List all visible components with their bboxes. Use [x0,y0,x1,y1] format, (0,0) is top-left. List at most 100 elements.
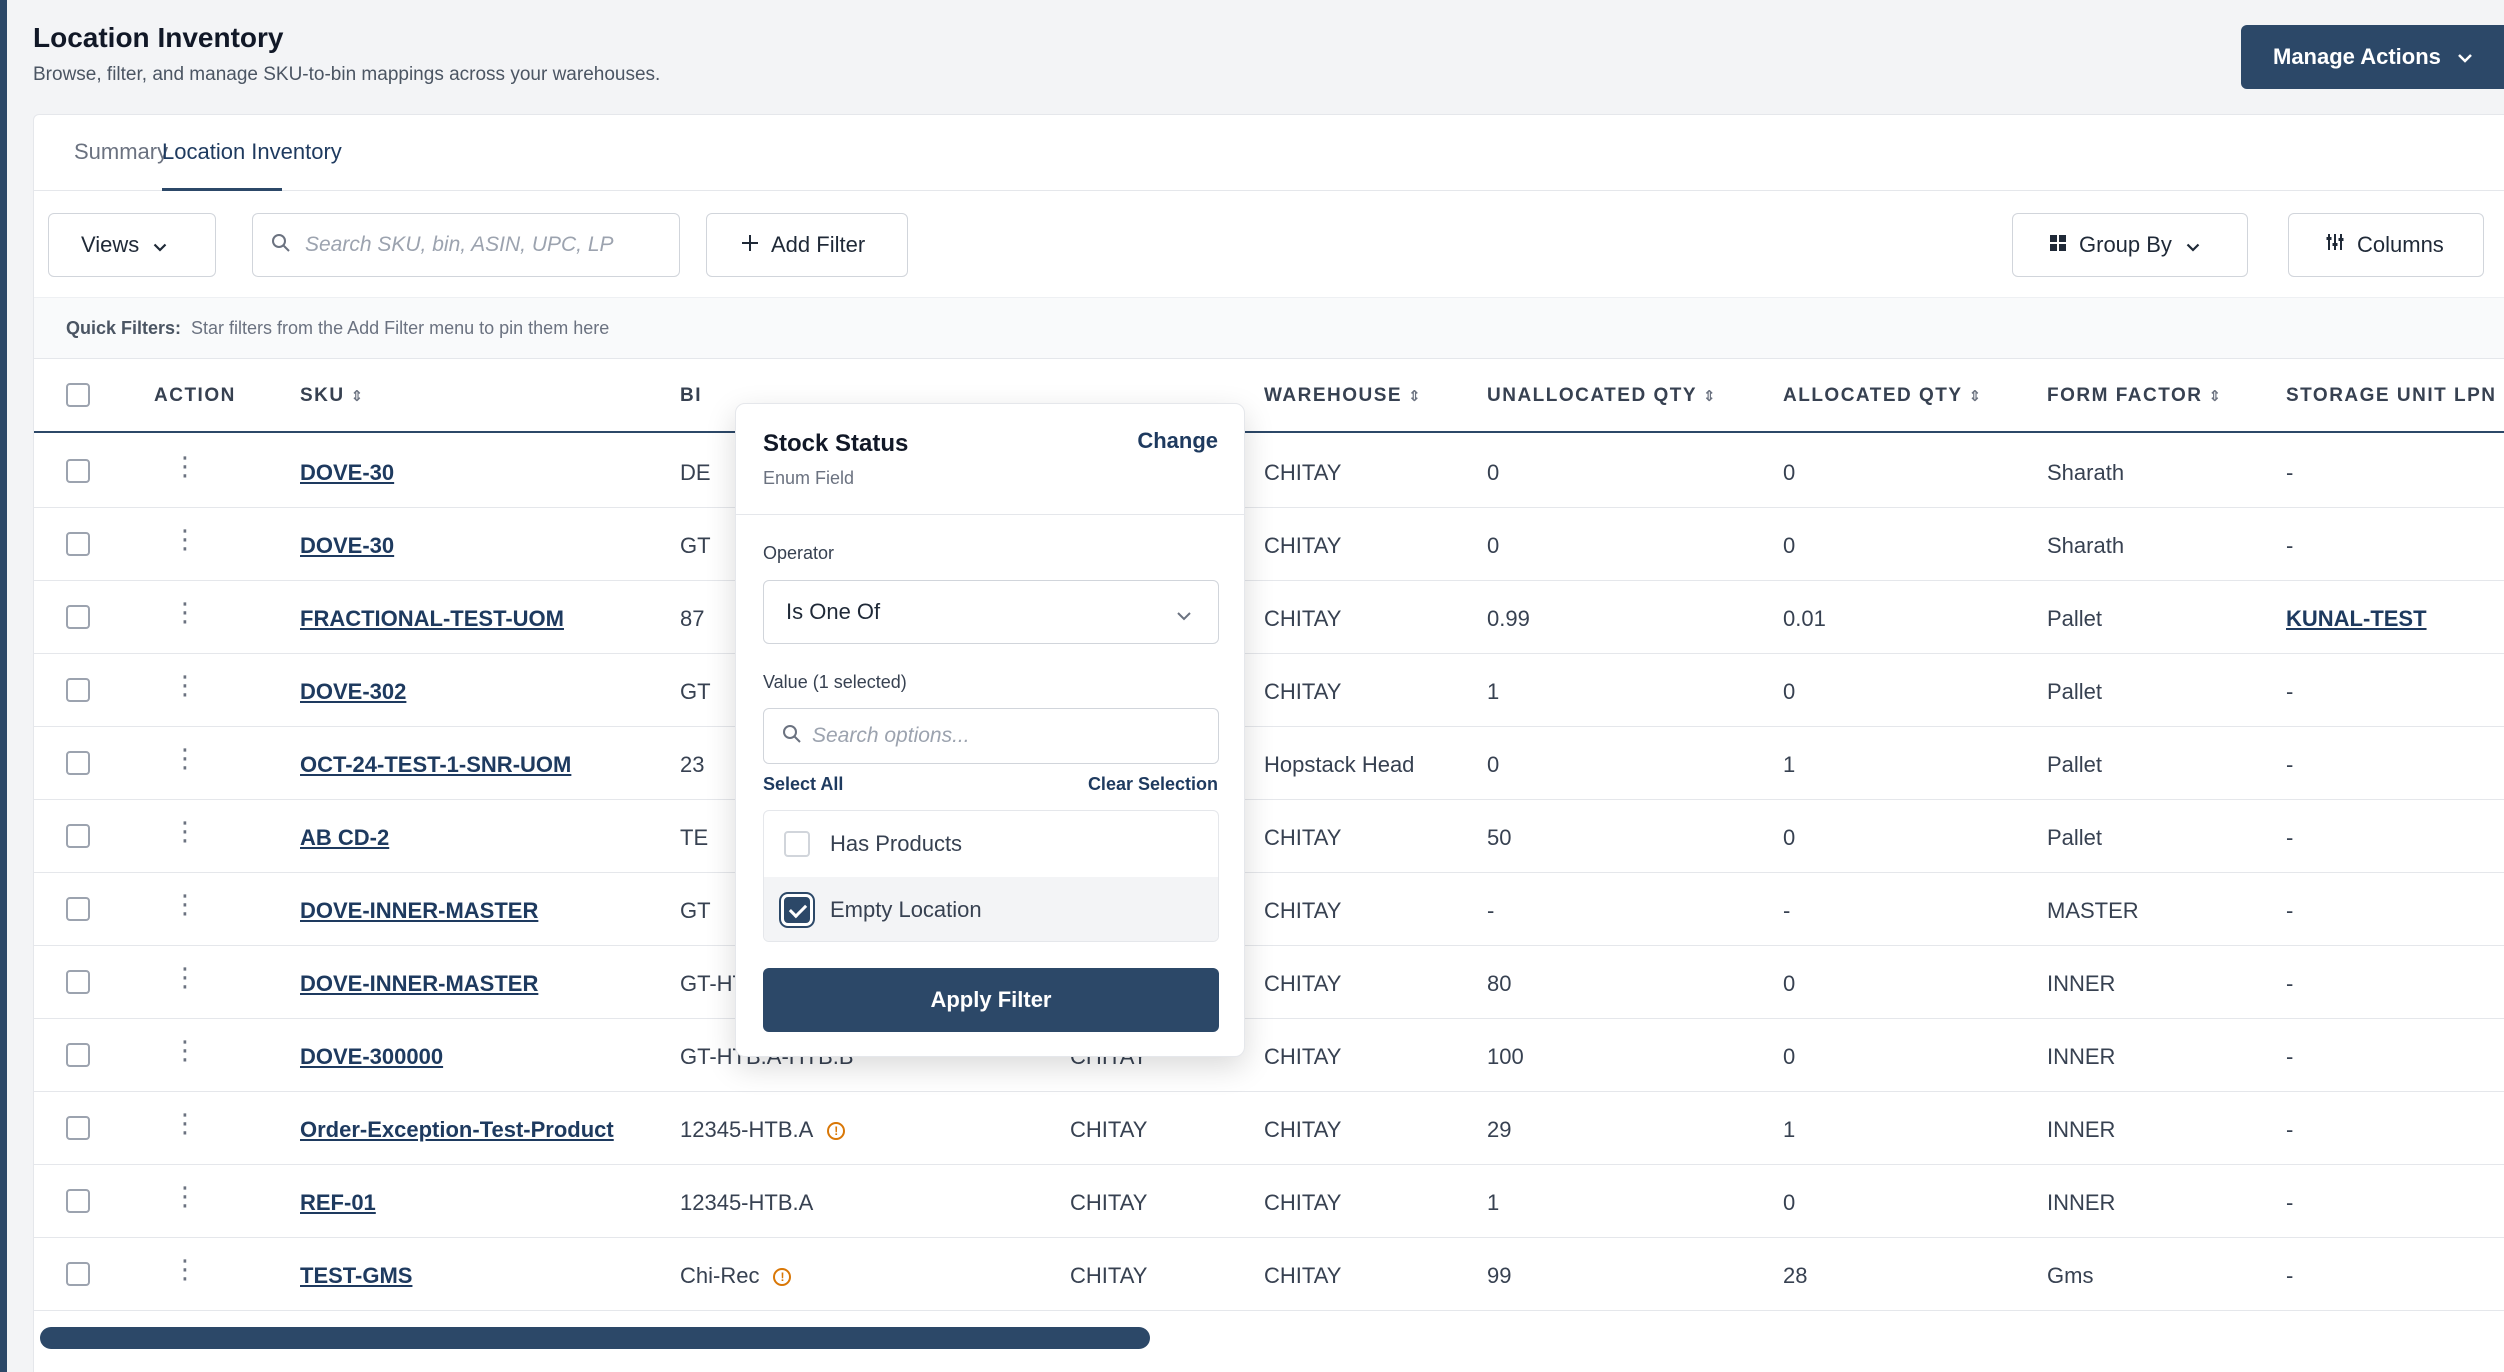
table-row[interactable]: ⋮ TEST-GMS Chi-Rec! CHITAY CHITAY 99 28 Gms - [34,1238,2504,1311]
table-row[interactable]: ⋮ FRACTIONAL-TEST-UOM 87 CHITAY 0.99 0.01 Pall… [34,581,2504,654]
sku-link[interactable]: TEST-GMS [300,1263,413,1288]
sku-link[interactable]: Order-Exception-Test-Product [300,1117,614,1142]
row-checkbox[interactable] [66,605,90,629]
sku-link[interactable]: DOVE-30 [300,533,395,558]
sku-link[interactable]: AB CD-2 [300,825,390,850]
row-actions-menu-icon[interactable]: ⋮ [172,1181,198,1211]
option-checkbox-checked[interactable] [784,896,810,923]
row-checkbox[interactable] [66,1116,90,1140]
unallocated-qty-cell: 80 [1487,971,1512,996]
bin-cell: 12345-HTB.A [680,1190,813,1216]
clear-selection-link[interactable]: Clear Selection [1087,774,1218,794]
select-all-link[interactable]: Select All [763,774,844,794]
allocated-qty-cell: 0 [1783,825,1796,850]
sku-link[interactable]: OCT-24-TEST-1-SNR-UOM [300,752,572,777]
row-checkbox[interactable] [66,1043,90,1067]
table-row[interactable]: ⋮ OCT-24-TEST-1-SNR-UOM 23 Hopstack Head 0 1 P… [34,727,2504,800]
sku-link[interactable]: DOVE-30 [300,460,395,485]
option-empty-location[interactable]: Empty Location [764,877,1218,941]
row-actions-menu-icon[interactable]: ⋮ [172,1108,198,1138]
warehouse-cell: CHITAY [1264,460,1342,485]
lpn-link[interactable]: KUNAL-TEST [2286,606,2427,631]
sku-link[interactable]: DOVE-INNER-MASTER [300,898,539,923]
row-actions-menu-icon[interactable]: ⋮ [172,962,198,992]
operator-select[interactable]: Is One Of [763,580,1219,644]
row-actions-menu-icon[interactable]: ⋮ [172,743,198,773]
tab-location-inventory[interactable]: Location Inventory [162,139,342,164]
unallocated-qty-cell: 50 [1487,825,1512,850]
table-row[interactable]: ⋮ DOVE-30 DE CHITAY 0 0 Sharath - [34,435,2504,508]
row-checkbox[interactable] [66,532,90,556]
warning-icon[interactable]: ! [827,1122,846,1141]
warehouse-cell: Hopstack Head [1264,752,1415,777]
group-by-button[interactable]: Group By [2012,213,2248,277]
row-actions-menu-icon[interactable]: ⋮ [172,1035,198,1065]
apply-filter-button[interactable]: Apply Filter [763,968,1219,1032]
warehouse-cell: CHITAY [1264,606,1342,631]
lpn-cell: - [2286,1117,2294,1142]
option-has-products[interactable]: Has Products [764,811,1218,876]
options-search-input[interactable] [812,724,1192,748]
bin-cell: GT [680,533,711,559]
sku-link[interactable]: DOVE-INNER-MASTER [300,971,539,996]
table-row[interactable]: ⋮DOVE-300000GT-HTB.A-HTB.BCHITAYCHITAY10… [34,1019,2504,1092]
table-row[interactable]: ⋮ REF-01 12345-HTB.A CHITAY CHITAY 1 0 INNER - [34,1165,2504,1238]
header-warehouse[interactable]: WAREHOUSE ⇕ [1264,385,1421,407]
views-button[interactable]: Views [48,213,216,277]
row-actions-menu-icon[interactable]: ⋮ [172,524,198,554]
row-checkbox[interactable] [66,897,90,921]
header-sku[interactable]: SKU ⇕ [300,385,363,407]
sku-link[interactable]: DOVE-302 [300,679,407,704]
zone-cell: CHITAY [1070,1190,1148,1215]
select-all-checkbox[interactable] [66,383,90,407]
row-checkbox[interactable] [66,459,90,483]
add-filter-button[interactable]: Add Filter [706,213,908,277]
manage-actions-button[interactable]: Manage Actions [2241,25,2504,89]
header-unallocated-label: UNALLOCATED QTY [1487,385,1698,406]
sku-link[interactable]: DOVE-300000 [300,1044,444,1069]
row-checkbox[interactable] [66,678,90,702]
row-actions-menu-icon[interactable]: ⋮ [172,1254,198,1284]
header-allocated-qty[interactable]: ALLOCATED QTY ⇕ [1783,385,1981,407]
header-storage-unit-lpn[interactable]: STORAGE UNIT LPN [2286,385,2497,406]
search-input[interactable] [305,233,665,257]
unallocated-qty-cell: 1 [1487,679,1500,704]
table-row[interactable]: ⋮ Order-Exception-Test-Product 12345-HTB.A… [34,1092,2504,1165]
option-checkbox[interactable] [784,830,810,857]
row-actions-menu-icon[interactable]: ⋮ [172,597,198,627]
search-icon [271,233,291,258]
warehouse-cell: CHITAY [1264,1263,1342,1288]
bin-value: GT [680,898,711,923]
row-actions-menu-icon[interactable]: ⋮ [172,816,198,846]
row-actions-menu-icon[interactable]: ⋮ [172,670,198,700]
columns-label: Columns [2357,232,2444,257]
row-actions-menu-icon[interactable]: ⋮ [172,889,198,919]
table-row[interactable]: ⋮DOVE-INNER-MASTERGT-HTB.A-HTB.ACHITAYCH… [34,946,2504,1019]
form-factor-cell: INNER [2047,1190,2116,1215]
warning-icon[interactable]: ! [773,1268,792,1287]
form-factor-cell: INNER [2047,971,2116,996]
header-unallocated-qty[interactable]: UNALLOCATED QTY ⇕ [1487,385,1716,407]
columns-button[interactable]: Columns [2288,213,2484,277]
row-checkbox[interactable] [66,970,90,994]
table-row[interactable]: ⋮ DOVE-INNER-MASTER GT CHITAY - - MASTER - [34,873,2504,946]
header-form-factor[interactable]: FORM FACTOR ⇕ [2047,385,2221,407]
change-field-link[interactable]: Change [1137,428,1218,453]
row-checkbox[interactable] [66,751,90,775]
table-row[interactable]: ⋮ DOVE-302 GT CHITAY 1 0 Pallet - [34,654,2504,727]
table-row[interactable]: ⋮ DOVE-30 GT CHITAY 0 0 Sharath - [34,508,2504,581]
row-checkbox[interactable] [66,1189,90,1213]
sku-link[interactable]: REF-01 [300,1190,376,1215]
tab-summary[interactable]: Summary [74,139,169,164]
filter-popover: Stock Status Change Enum Field Operator … [735,403,1245,1057]
row-actions-menu-icon[interactable]: ⋮ [172,451,198,481]
header-bin[interactable]: BI [680,385,702,406]
filter-field-title: Stock Status [763,430,909,457]
horizontal-scrollbar[interactable] [40,1327,1150,1349]
sku-link[interactable]: FRACTIONAL-TEST-UOM [300,606,564,631]
row-checkbox[interactable] [66,1262,90,1286]
row-checkbox[interactable] [66,824,90,848]
table-row[interactable]: ⋮ AB CD-2 TE CHITAY 50 0 Pallet - [34,800,2504,873]
unallocated-qty-cell: 0 [1487,752,1500,777]
quick-filters-hint: Star filters from the Add Filter menu to… [191,317,610,338]
